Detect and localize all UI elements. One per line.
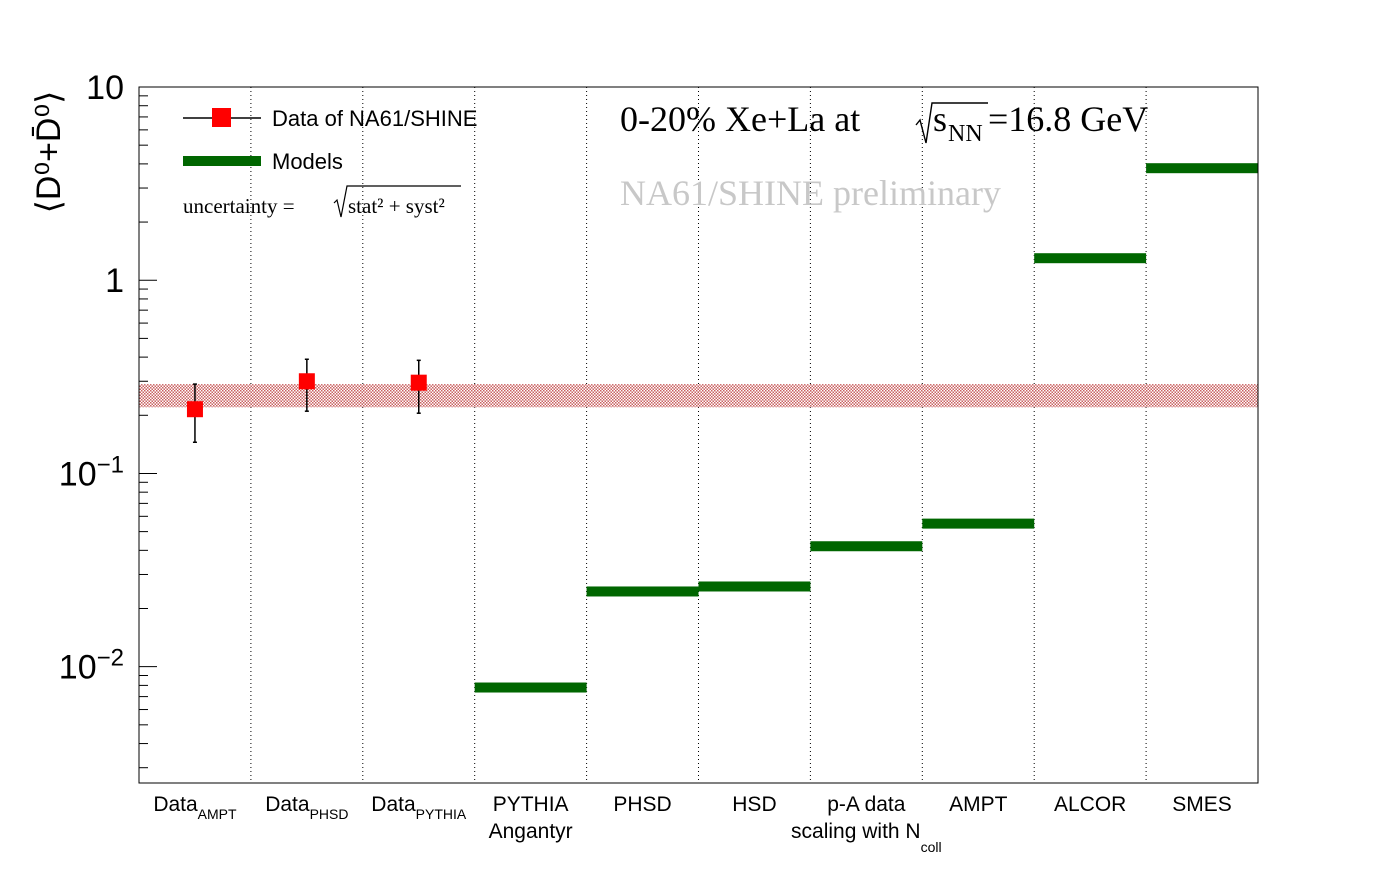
- model-bar: [1034, 253, 1147, 264]
- x-category-label: DataPYTHIA: [371, 793, 467, 822]
- legend-models-swatch: [183, 156, 261, 166]
- legend-data-marker: [212, 108, 231, 127]
- x-category-label: p-A data: [827, 793, 906, 816]
- x-category-label: DataAMPT: [153, 793, 237, 822]
- y-tick-label: 10: [86, 69, 124, 107]
- data-points-layer: [186, 358, 427, 444]
- y-axis-label: ⟨D⁰+D̄⁰⟩: [30, 91, 68, 214]
- energy-annotation: 0-20% Xe+La at s NN =16.8 GeV: [620, 99, 1148, 147]
- model-bar: [810, 541, 923, 552]
- category-separators: [250, 87, 1147, 783]
- data-point: [410, 374, 427, 391]
- model-bar: [474, 682, 587, 693]
- watermark: NA61/SHINE preliminary: [620, 173, 1001, 213]
- y-tick-label: 1: [105, 262, 124, 300]
- model-bar: [586, 586, 699, 597]
- model-bars-layer: [474, 163, 1258, 693]
- legend: Data of NA61/SHINE Models uncertainty = …: [183, 106, 477, 218]
- annotation-suffix: =16.8 GeV: [988, 99, 1148, 139]
- x-category-label: ALCOR: [1054, 793, 1126, 816]
- sqrt-sign-icon: [915, 102, 988, 144]
- model-bar: [1146, 163, 1258, 174]
- legend-uncertainty-formula: stat² + syst²: [348, 194, 445, 218]
- x-axis-category-labels: DataAMPT DataPHSD DataPYTHIA PYTHIA Angantyr…: [153, 793, 1231, 855]
- plot-frame: [138, 86, 1259, 784]
- x-category-label-line2: scaling with Ncoll: [791, 820, 942, 855]
- data-point: [186, 401, 203, 418]
- legend-models-label: Models: [272, 149, 343, 174]
- legend-uncertainty-prefix: uncertainty =: [183, 194, 300, 218]
- sqrt-sign-icon: [333, 185, 461, 218]
- annotation-sqrt-s: s: [933, 99, 947, 139]
- model-bar: [698, 581, 811, 592]
- x-category-label: PHSD: [613, 793, 671, 816]
- x-category-label: SMES: [1172, 793, 1232, 816]
- y-tick-label: 10−2: [59, 645, 124, 687]
- x-category-label: DataPHSD: [265, 793, 348, 822]
- annotation-sqrt-sub: NN: [948, 121, 983, 147]
- x-category-label: PYTHIA: [493, 793, 569, 816]
- y-axis: 10 1 10−1 10−2: [59, 69, 157, 769]
- data-point: [298, 373, 315, 390]
- x-category-label: AMPT: [949, 793, 1008, 816]
- legend-data-label: Data of NA61/SHINE: [272, 106, 477, 131]
- annotation-prefix: 0-20% Xe+La at: [620, 99, 869, 139]
- x-category-label-line2: Angantyr: [489, 820, 573, 843]
- x-category-label: HSD: [732, 793, 776, 816]
- model-bar: [922, 518, 1035, 529]
- y-tick-label: 10−1: [59, 451, 124, 493]
